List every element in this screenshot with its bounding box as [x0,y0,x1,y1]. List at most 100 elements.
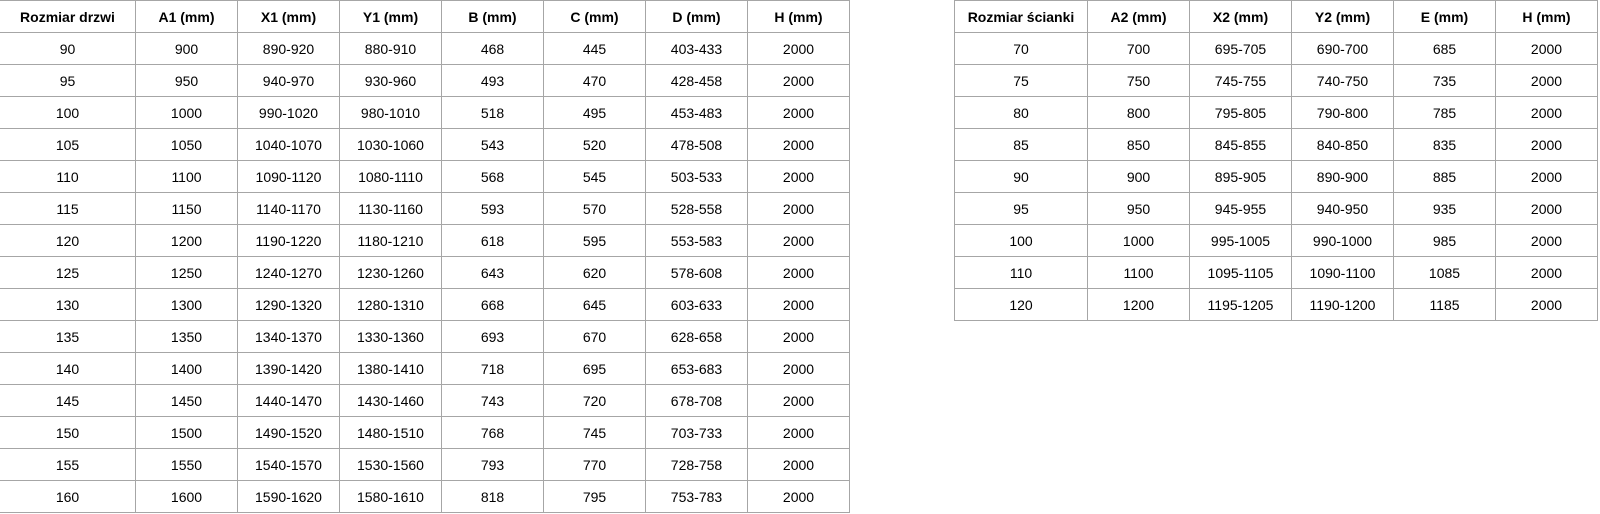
table-cell: 160 [0,480,136,513]
table-cell: 728-758 [645,448,748,481]
table-cell: 1040-1070 [237,128,340,161]
table-cell: 2000 [747,128,850,161]
table-cell: 2000 [747,96,850,129]
table-cell: 670 [543,320,646,353]
table-cell: 1440-1470 [237,384,340,417]
table-cell: 595 [543,224,646,257]
table-cell: 790-800 [1291,96,1394,129]
table-cell: 155 [0,448,136,481]
table-cell: 690-700 [1291,32,1394,65]
table-cell: 520 [543,128,646,161]
column-header: Y2 (mm) [1291,0,1394,33]
table-cell: 75 [954,64,1088,97]
table-cell: 1540-1570 [237,448,340,481]
table-cell: 720 [543,384,646,417]
table-cell: 1130-1160 [339,192,442,225]
column-header: B (mm) [441,0,544,33]
table-cell: 1350 [135,320,238,353]
table-cell: 135 [0,320,136,353]
table-cell: 890-900 [1291,160,1394,193]
table-row: 100 1000 995-1005 990-1000 985 2000 [954,224,1598,257]
table-cell: 770 [543,448,646,481]
table-cell: 1500 [135,416,238,449]
table-cell: 785 [1393,96,1496,129]
table-cell: 545 [543,160,646,193]
table-cell: 1180-1210 [339,224,442,257]
table-cell: 1050 [135,128,238,161]
table-cell: 518 [441,96,544,129]
table-cell: 1185 [1393,288,1496,321]
table-row: 135 1350 1340-1370 1330-1360 693 670 628-658 20… [0,320,850,353]
table-cell: 150 [0,416,136,449]
table-cell: 70 [954,32,1088,65]
table-cell: 985 [1393,224,1496,257]
table-cell: 678-708 [645,384,748,417]
table-cell: 900 [1087,160,1190,193]
header-row: Rozmiar ścianki A2 (mm) X2 (mm) Y2 (mm) E (m… [954,0,1598,33]
table-row: 130 1300 1290-1320 1280-1310 668 645 603-633 20… [0,288,850,321]
table-cell: 2000 [1495,256,1598,289]
table-cell: 568 [441,160,544,193]
table-cell: 528-558 [645,192,748,225]
table-row: 115 1150 1140-1170 1130-1160 593 570 528-558 20… [0,192,850,225]
table-cell: 695-705 [1189,32,1292,65]
table-cell: 2000 [747,32,850,65]
table-cell: 980-1010 [339,96,442,129]
table-cell: 1100 [1087,256,1190,289]
table-cell: 470 [543,64,646,97]
table-cell: 643 [441,256,544,289]
table-cell: 2000 [747,352,850,385]
table-cell: 745-755 [1189,64,1292,97]
table-cell: 995-1005 [1189,224,1292,257]
table-cell: 1250 [135,256,238,289]
column-header: D (mm) [645,0,748,33]
table-cell: 2000 [1495,224,1598,257]
table-cell: 990-1020 [237,96,340,129]
table-cell: 1450 [135,384,238,417]
table-cell: 800 [1087,96,1190,129]
table-row: 95 950 940-970 930-960 493 470 428-458 2000 [0,64,850,97]
table-row: 155 1550 1540-1570 1530-1560 793 770 728-758 20… [0,448,850,481]
table-cell: 90 [0,32,136,65]
table-cell: 1600 [135,480,238,513]
table-cell: 503-533 [645,160,748,193]
table-cell: 403-433 [645,32,748,65]
table-cell: 543 [441,128,544,161]
table-cell: 105 [0,128,136,161]
table-cell: 940-950 [1291,192,1394,225]
header-row: Rozmiar drzwi A1 (mm) X1 (mm) Y1 (mm) B (mm)… [0,0,850,33]
table-cell: 900 [135,32,238,65]
table-cell: 750 [1087,64,1190,97]
table-cell: 1200 [135,224,238,257]
table-cell: 743 [441,384,544,417]
table-row: 160 1600 1590-1620 1580-1610 818 795 753-783 20… [0,480,850,513]
table-row: 95 950 945-955 940-950 935 2000 [954,192,1598,225]
table-cell: 1140-1170 [237,192,340,225]
table-cell: 1000 [135,96,238,129]
column-header: X1 (mm) [237,0,340,33]
table-cell: 930-960 [339,64,442,97]
table-cell: 880-910 [339,32,442,65]
column-header: Y1 (mm) [339,0,442,33]
table-cell: 950 [1087,192,1190,225]
table-cell: 685 [1393,32,1496,65]
table-cell: 693 [441,320,544,353]
table-row: 125 1250 1240-1270 1230-1260 643 620 578-608 20… [0,256,850,289]
table-cell: 835 [1393,128,1496,161]
table-cell: 1580-1610 [339,480,442,513]
table-cell: 495 [543,96,646,129]
table-cell: 570 [543,192,646,225]
table-cell: 1490-1520 [237,416,340,449]
table-cell: 110 [0,160,136,193]
table-cell: 1530-1560 [339,448,442,481]
table-cell: 940-970 [237,64,340,97]
table-row: 90 900 890-920 880-910 468 445 403-433 2000 [0,32,850,65]
table-cell: 1330-1360 [339,320,442,353]
table-cell: 718 [441,352,544,385]
table-cell: 850 [1087,128,1190,161]
column-header: A2 (mm) [1087,0,1190,33]
table-row: 120 1200 1195-1205 1190-1200 1185 2000 [954,288,1598,321]
table-cell: 1090-1100 [1291,256,1394,289]
table-cell: 945-955 [1189,192,1292,225]
table-cell: 2000 [747,64,850,97]
